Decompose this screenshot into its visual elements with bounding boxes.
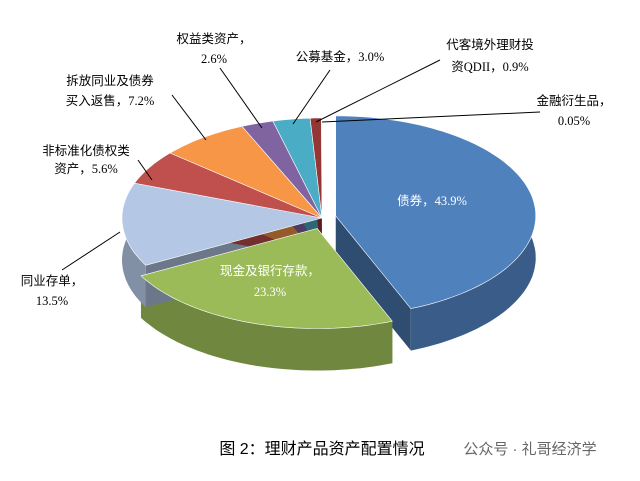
slice-side bbox=[335, 215, 411, 351]
data-label: 资产，5.6% bbox=[54, 162, 118, 176]
data-label: 13.5% bbox=[36, 294, 68, 308]
leader-line bbox=[315, 59, 441, 123]
data-label: 同业存单， bbox=[21, 274, 84, 288]
data-label: 23.3% bbox=[254, 285, 286, 299]
leader-line bbox=[292, 69, 331, 125]
slice bbox=[140, 228, 393, 329]
slice bbox=[335, 115, 536, 309]
slice bbox=[169, 125, 323, 219]
leader-line bbox=[321, 111, 541, 123]
data-label: 金融衍生品， bbox=[536, 93, 611, 108]
slice-side bbox=[141, 275, 393, 371]
slice bbox=[121, 182, 323, 266]
leader-line bbox=[137, 159, 153, 181]
leader-line bbox=[61, 231, 121, 271]
data-label: 2.6% bbox=[201, 52, 227, 66]
slice bbox=[272, 117, 323, 219]
data-label: 公募基金，3.0% bbox=[296, 49, 385, 64]
slice bbox=[321, 117, 323, 219]
data-label: 代客境外理财投 bbox=[446, 37, 534, 52]
slice bbox=[133, 152, 323, 219]
data-label: 买入返售，7.2% bbox=[66, 93, 155, 108]
watermark: 公众号 · 礼哥经济学 bbox=[463, 441, 596, 458]
caption: 图 2：理财产品资产配置情况 bbox=[219, 440, 424, 458]
data-label: 拆放同业及债券 bbox=[66, 73, 154, 88]
leader-line bbox=[219, 67, 263, 129]
leader-line bbox=[171, 94, 207, 141]
data-label: 债券，43.9% bbox=[397, 193, 467, 208]
data-label: 权益类资产， bbox=[176, 31, 251, 46]
data-label: 现金及银行存款， bbox=[220, 263, 320, 278]
data-label: 资QDII，0.9% bbox=[451, 60, 528, 74]
data-label: 0.05% bbox=[558, 114, 590, 128]
data-label: 非标准化债权类 bbox=[42, 143, 130, 158]
slice bbox=[241, 120, 323, 219]
